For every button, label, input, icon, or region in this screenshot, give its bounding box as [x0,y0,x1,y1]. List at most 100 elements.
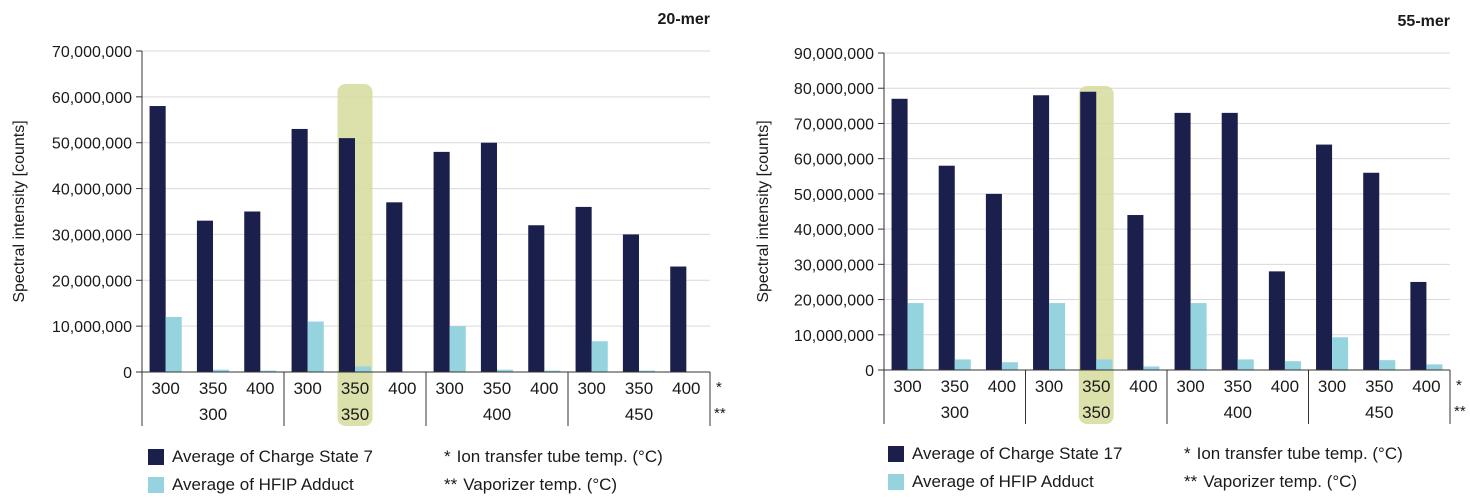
y-tick-label: 20,000,000 [52,273,132,290]
legend-label: Average of Charge State 7 [172,447,373,466]
x-tick-label: 400 [988,377,1016,396]
bar-charge-state [196,220,213,372]
y-tick-label: 60,000,000 [794,152,874,169]
note-mark: * [444,447,451,466]
legend-item-charge-state: Average of Charge State 7 [148,443,373,471]
note-vaporizer: ** Vaporizer temp. (°C) [1184,468,1403,496]
bar-charge-state [622,234,639,372]
legend-notes-right: * Ion transfer tube temp. (°C) ** Vapori… [1184,440,1403,496]
bar-hfip-adduct [639,370,656,372]
x-tick-label: 400 [672,379,700,398]
bar-charge-state [1033,95,1050,371]
y-tick-label: 0 [123,365,132,382]
bar-hfip-adduct [544,370,561,372]
bar-charge-state [244,211,261,372]
chart-title: 55-mer [1398,13,1450,30]
note-ion-transfer: * Ion transfer tube temp. (°C) [1184,440,1403,468]
x-tick-label: 300 [1318,377,1346,396]
bar-hfip-adduct [907,303,924,370]
chart-2: 55-mer 0 10,000,000 20,000,000 30,000,000 40,… [755,13,1466,424]
x-tick-label: 400 [246,379,274,398]
y-tick-label: 80,000,000 [794,81,874,98]
legend-label: Average of Charge State 17 [912,444,1123,463]
bar-hfip-adduct [260,370,277,372]
x-tick-label: 350 [199,379,227,398]
y-tick-label: 60,000,000 [52,90,132,107]
y-tick-label: 50,000,000 [794,187,874,204]
bar-charge-state [985,193,1002,370]
legend-swatch-hfip [888,474,904,490]
x-tick-label: 350 [1224,377,1252,396]
bar-hfip-adduct [1379,360,1396,370]
x-tick-label: 300 [1176,377,1204,396]
x-tick-label: 400 [1412,377,1440,396]
row-marker-inner: * [716,379,722,396]
note-ion-transfer: * Ion transfer tube temp. (°C) [444,443,663,471]
y-tick-label: 10,000,000 [52,319,132,336]
note-mark: ** [444,475,458,494]
bar-hfip-adduct [1284,361,1301,370]
row-marker-outer: ** [1454,403,1466,420]
x-tick-label: 300 [577,379,605,398]
x-tick-label: 300 [1035,377,1063,396]
bar-hfip-adduct [954,359,971,370]
bar-hfip-adduct [1332,337,1349,370]
x-tick-label: 400 [530,379,558,398]
bar-charge-state [938,165,955,370]
y-tick-label: 30,000,000 [794,257,874,274]
x-tick-label: 350 [1082,377,1110,396]
x-tick-label: 300 [293,379,321,398]
legend-right: Average of Charge State 17 Average of HF… [888,440,1122,496]
bar-charge-state [1363,172,1380,370]
bar-charge-state [338,138,355,372]
row-marker-outer: ** [714,405,726,422]
x-group-label: 400 [1224,403,1252,422]
y-tick-label: 10,000,000 [794,328,874,345]
x-group-label: 300 [941,403,969,422]
y-axis-label: Spectral intensity [counts] [11,120,28,302]
x-tick-label: 400 [1271,377,1299,396]
x-tick-label: 300 [435,379,463,398]
x-group-label: 450 [1365,403,1393,422]
y-tick-label: 20,000,000 [794,293,874,310]
bar-charge-state [1410,281,1427,370]
legend-swatch-hfip [148,477,164,493]
chart-title: 20-mer [658,11,710,28]
bar-charge-state [386,202,403,372]
y-tick-label: 40,000,000 [794,222,874,239]
bar-hfip-adduct [165,316,182,372]
x-tick-label: 350 [941,377,969,396]
bar-hfip-adduct [449,326,466,372]
x-group-label: 450 [625,405,653,424]
y-tick-label: 70,000,000 [52,44,132,61]
legend-swatch-charge-state [148,449,164,465]
y-tick-label: 90,000,000 [794,46,874,63]
y-tick-label: 40,000,000 [52,182,132,199]
y-tick-label: 50,000,000 [52,136,132,153]
bar-charge-state [433,151,450,372]
x-tick-label: 350 [625,379,653,398]
legend-item-charge-state: Average of Charge State 17 [888,440,1122,468]
bar-charge-state [575,206,592,372]
legend-left: Average of Charge State 7 Average of HFI… [148,443,373,499]
x-tick-label: 350 [341,379,369,398]
legend-notes-left: * Ion transfer tube temp. (°C) ** Vapori… [444,443,663,499]
note-text: Ion transfer tube temp. (°C) [456,447,663,466]
note-text: Vaporizer temp. (°C) [1203,472,1358,491]
bar-charge-state [1080,91,1097,370]
bar-charge-state [1268,271,1285,370]
y-tick-label: 70,000,000 [794,116,874,133]
bar-charge-state [291,128,308,372]
chart-1: 20-mer 0 10,000,000 20,000,000 30,000,000 40,… [11,11,726,426]
note-text: Vaporizer temp. (°C) [463,475,618,494]
x-tick-label: 400 [1129,377,1157,396]
y-axis-label: Spectral intensity [counts] [755,120,772,302]
legend-item-hfip-adduct: Average of HFIP Adduct [148,471,373,499]
bar-charge-state [1316,144,1333,370]
note-text: Ion transfer tube temp. (°C) [1196,444,1403,463]
bar-hfip-adduct [1237,359,1254,370]
x-group-label: 300 [199,405,227,424]
bar-hfip-adduct [307,321,324,372]
bar-hfip-adduct [591,341,608,372]
